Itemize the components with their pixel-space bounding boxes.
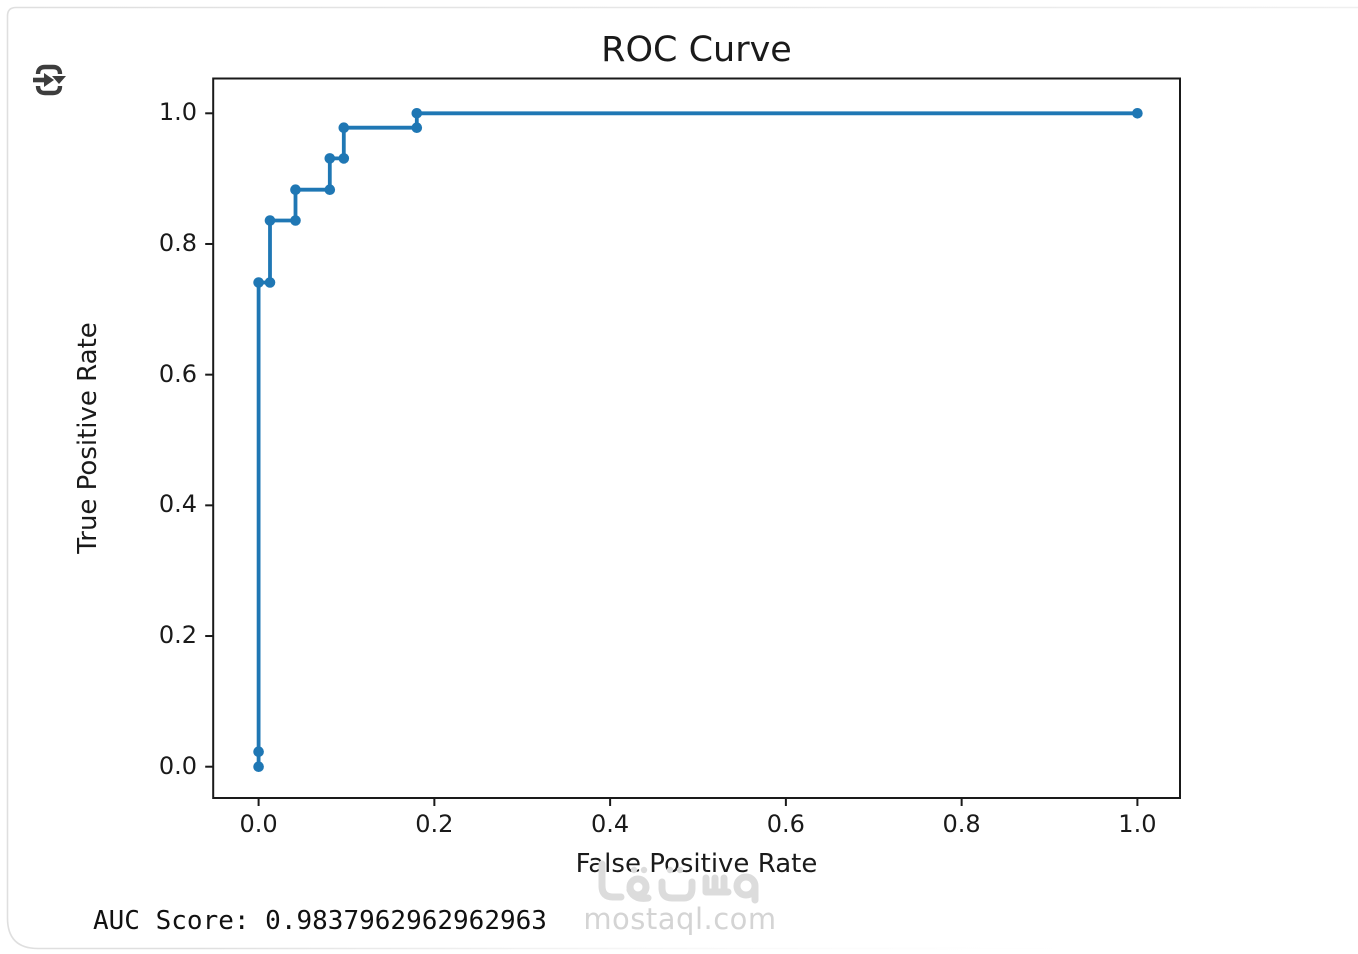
roc-curve-line: [256, 111, 1140, 769]
roc-data-point: [253, 761, 264, 772]
roc-data-point: [253, 277, 264, 288]
auc-score-text: AUC Score: 0.9837962962962963: [93, 906, 547, 936]
roc-data-point: [253, 746, 264, 757]
y-tick-label: 0.0: [158, 751, 197, 780]
roc-data-point: [290, 215, 301, 226]
roc-data-point: [324, 184, 336, 195]
y-tick-label: 1.0: [158, 98, 197, 127]
roc-data-point: [264, 277, 276, 288]
toolbar-button[interactable]: [28, 56, 70, 104]
y-axis-label: True Positive Rate: [73, 322, 103, 554]
roc-data-point: [264, 215, 276, 226]
x-tick-label: 0.4: [591, 810, 630, 838]
roc-data-point: [324, 153, 336, 164]
y-tick-label: 0.2: [158, 621, 197, 650]
insert-arrow-dropdown-icon: [33, 64, 66, 96]
axes-spines: [212, 77, 1181, 799]
x-tick-label: 0.8: [942, 810, 981, 838]
x-tick-label: 1.0: [1118, 810, 1157, 838]
x-tick-label: 0.6: [766, 810, 805, 838]
y-tick-label: 0.6: [158, 359, 197, 388]
y-tick-label: 0.4: [158, 490, 197, 519]
roc-data-point: [338, 122, 350, 133]
y-tick-label: 0.8: [158, 228, 197, 257]
x-axis-label: False Positive Rate: [575, 849, 818, 879]
x-tick-label: 0.0: [239, 810, 278, 838]
roc-data-point: [1132, 108, 1143, 119]
roc-data-point: [411, 108, 423, 119]
roc-data-point: [290, 184, 301, 195]
roc-data-point: [411, 122, 423, 133]
chart-title: ROC Curve: [601, 30, 792, 70]
x-tick-label: 0.2: [415, 810, 454, 838]
roc-data-point: [338, 153, 350, 164]
